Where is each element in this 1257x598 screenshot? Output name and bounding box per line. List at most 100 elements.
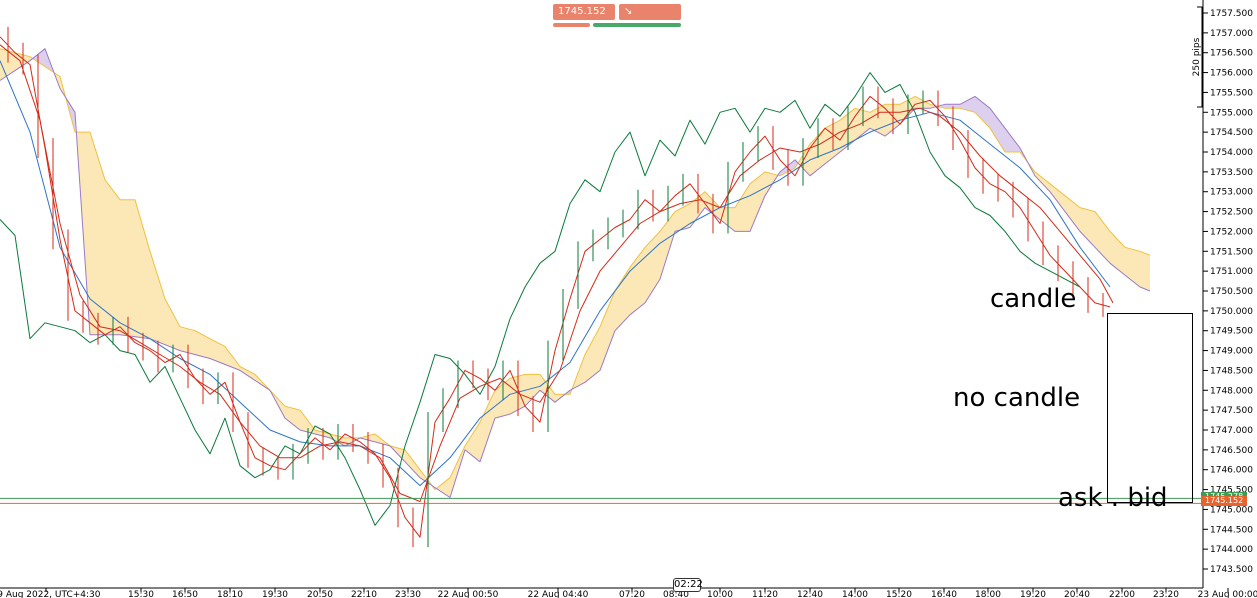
cloud-segment — [1137, 250, 1140, 288]
cloud-segment — [228, 350, 231, 367]
cloud-segment — [576, 370, 579, 388]
cloud-segment — [81, 132, 84, 246]
cloud-segment — [750, 181, 753, 232]
span-a-line — [0, 48, 1151, 491]
cloud-segment — [396, 447, 399, 456]
cloud-segment — [1107, 227, 1110, 264]
cloud-segment — [972, 96, 975, 113]
x-tick-label: 19:30 — [262, 590, 288, 598]
cloud-segment — [837, 120, 840, 155]
cloud-segment — [300, 410, 303, 431]
cloud-segment — [459, 452, 462, 469]
y-tick-label: 1757.500 — [1210, 9, 1253, 19]
cloud-segment — [480, 415, 483, 462]
cloud-segment — [519, 375, 522, 410]
cloud-segment — [975, 96, 978, 116]
y-tick-label: 1748.500 — [1210, 366, 1253, 376]
buy-price-button[interactable]: ↘ 1745.278 — [619, 4, 681, 33]
cloud-segment — [1113, 234, 1116, 268]
cloud-segment — [345, 437, 348, 446]
current-time-marker[interactable]: 02:22 — [673, 578, 703, 592]
cloud-segment — [312, 426, 315, 434]
cloud-segment — [666, 219, 669, 261]
cloud-segment — [318, 430, 321, 436]
cloud-segment — [600, 319, 603, 371]
cloud-segment — [180, 326, 183, 352]
cloud-segment — [444, 480, 447, 496]
cloud-segment — [468, 436, 471, 455]
cloud-segment — [819, 131, 822, 169]
pip-scale-label: 250 pips — [1192, 37, 1202, 76]
cloud-segment — [1074, 202, 1077, 228]
cloud-segment — [45, 48, 48, 69]
cloud-segment — [159, 279, 162, 344]
cloud-segment — [1011, 136, 1014, 152]
y-tick-label: 1748.000 — [1210, 386, 1253, 396]
empty-region-box — [1107, 313, 1193, 503]
x-tick-label: 22 Aug 00:50 — [438, 590, 499, 598]
cloud-segment — [1104, 223, 1107, 261]
buy-spread-bar — [593, 23, 681, 27]
cloud-segment — [852, 108, 855, 143]
cloud-segment — [1002, 124, 1005, 152]
cloud-segment — [948, 104, 951, 109]
cloud-segment — [840, 117, 843, 152]
cloud-segment — [171, 310, 174, 349]
cloud-segment — [540, 374, 543, 393]
cloud-segment — [174, 315, 177, 350]
cloud-segment — [204, 335, 207, 358]
cloud-segment — [945, 104, 948, 109]
cloud-segment — [729, 207, 732, 230]
baseline-line — [0, 60, 1111, 487]
x-tick-label: 20:50 — [307, 590, 333, 598]
cloud-segment — [534, 374, 537, 397]
y-tick-label: 1743.500 — [1210, 565, 1253, 575]
sell-price-button[interactable]: 1745.152 ↘ — [553, 4, 615, 33]
cloud-segment — [900, 102, 903, 125]
cloud-segment — [513, 376, 516, 413]
cloud-segment — [882, 104, 885, 137]
cloud-segment — [609, 298, 612, 347]
cloud-segment — [1116, 237, 1119, 271]
x-tick-label: 16:50 — [172, 590, 198, 598]
cloud-segment — [210, 338, 213, 360]
cloud-segment — [189, 329, 192, 354]
cloud-segment — [870, 110, 873, 130]
y-tick-label: 1756.500 — [1210, 49, 1253, 59]
x-tick-label: 19:20 — [1020, 590, 1046, 598]
cloud-segment — [192, 329, 195, 355]
cloud-segment — [1068, 198, 1071, 220]
cloud-segment — [291, 407, 294, 426]
cloud-segment — [684, 205, 687, 230]
cloud-segment — [285, 406, 288, 421]
cloud-segment — [309, 422, 312, 434]
cloud-segment — [738, 198, 741, 232]
cloud-segment — [42, 48, 45, 67]
cloud-segment — [420, 469, 423, 480]
cloud-segment — [966, 99, 969, 111]
cloud-segment — [1005, 128, 1008, 152]
cloud-segment — [1149, 254, 1150, 291]
cloud-segment — [90, 132, 93, 335]
cloud-segment — [1092, 210, 1095, 248]
cloud-segment — [732, 207, 735, 232]
cloud-segment — [579, 362, 582, 386]
cloud-segment — [372, 433, 375, 442]
cloud-segment — [282, 402, 285, 419]
cloud-segment — [681, 206, 684, 230]
cloud-segment — [642, 247, 645, 306]
y-tick-label: 1747.000 — [1210, 426, 1253, 436]
cloud-segment — [630, 263, 633, 315]
cloud-segment — [1071, 200, 1074, 224]
x-tick-label: 23 Aug 00:00 — [1198, 590, 1257, 598]
x-tick-label: 14:00 — [842, 590, 868, 598]
cloud-segment — [465, 441, 468, 453]
cloud-segment — [303, 414, 306, 432]
cloud-segment — [747, 183, 750, 232]
cloud-segment — [1077, 205, 1080, 232]
y-tick-label: 1753.500 — [1210, 168, 1253, 178]
cloud-segment — [693, 198, 696, 224]
cloud-segment — [1080, 207, 1083, 235]
